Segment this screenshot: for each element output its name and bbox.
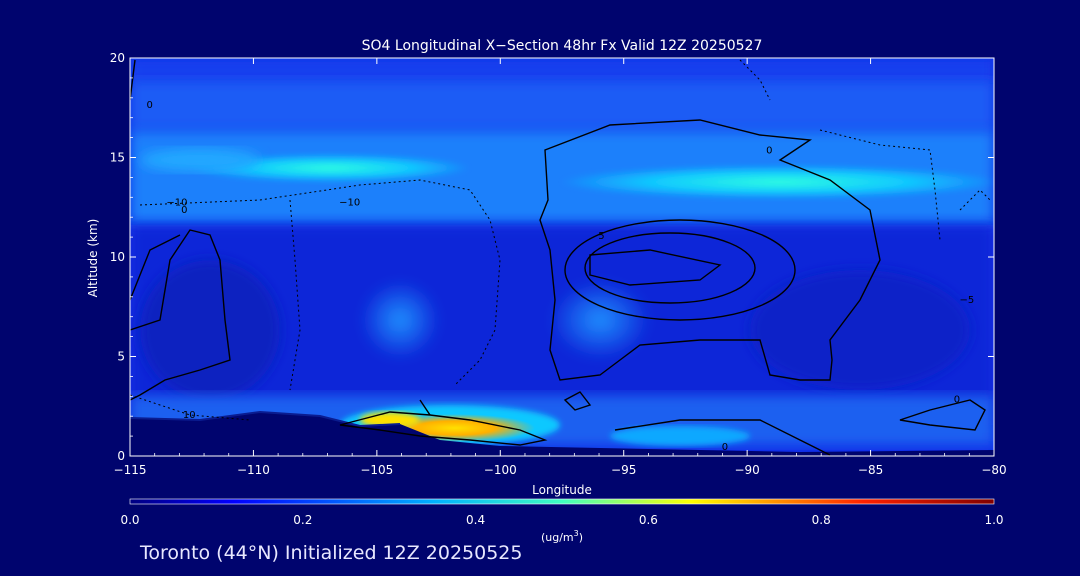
contour-label: −5: [959, 295, 974, 306]
contour-label: 5: [598, 231, 604, 242]
x-tick-label: −80: [981, 463, 1006, 477]
x-tick-label: −85: [858, 463, 883, 477]
x-tick-label: −110: [237, 463, 270, 477]
colorbar-tick-label: 0.8: [812, 513, 831, 527]
x-tick-label: −115: [114, 463, 147, 477]
x-tick-label: −100: [484, 463, 517, 477]
x-tick-label: −95: [611, 463, 636, 477]
contour-label: 0: [181, 205, 187, 216]
colorbar-tick-label: 0.4: [466, 513, 485, 527]
contour-label: 0: [147, 100, 153, 111]
y-tick-label: 20: [110, 51, 125, 65]
y-tick-label: 5: [117, 350, 125, 364]
colorbar: [129, 498, 995, 505]
contour-label: −10: [339, 197, 360, 208]
colorbar-tick-label: 1.0: [984, 513, 1003, 527]
y-tick-label: 0: [117, 449, 125, 463]
footer-caption: Toronto (44°N) Initialized 12Z 20250525: [140, 542, 523, 564]
x-tick-label: −105: [360, 463, 393, 477]
colorbar-tick-label: 0.6: [639, 513, 658, 527]
contour-lines: [130, 59, 986, 456]
colorbar-ticks: 0.0 0.2 0.4 0.6 0.8 1.0: [120, 513, 1003, 527]
contour-label: 0: [954, 394, 960, 405]
y-tick-label: 15: [110, 151, 125, 165]
y-tick-label: 10: [110, 250, 125, 264]
dotted-contours: [130, 59, 991, 421]
colorbar-tick-label: 0.2: [293, 513, 312, 527]
y-axis-label: Altitude (km): [86, 219, 100, 298]
contour-label: −10: [166, 197, 187, 208]
contour-label: 0: [722, 442, 728, 453]
x-axis-label: Longitude: [532, 483, 592, 497]
y-axis: 0 5 10 15 20: [110, 51, 994, 463]
heatmap-field: [130, 58, 994, 456]
chart-title: SO4 Longitudinal X−Section 48hr Fx Valid…: [362, 38, 763, 54]
colorbar-tick-label: 0.0: [120, 513, 139, 527]
x-axis: −115 −110 −105 −100 −95 −90 −85 −80: [114, 58, 1007, 477]
colorbar-unit-label: (ug/m3): [541, 529, 583, 544]
contour-label: 10: [183, 410, 196, 421]
x-tick-label: −90: [734, 463, 759, 477]
contour-label: 0: [766, 146, 772, 157]
